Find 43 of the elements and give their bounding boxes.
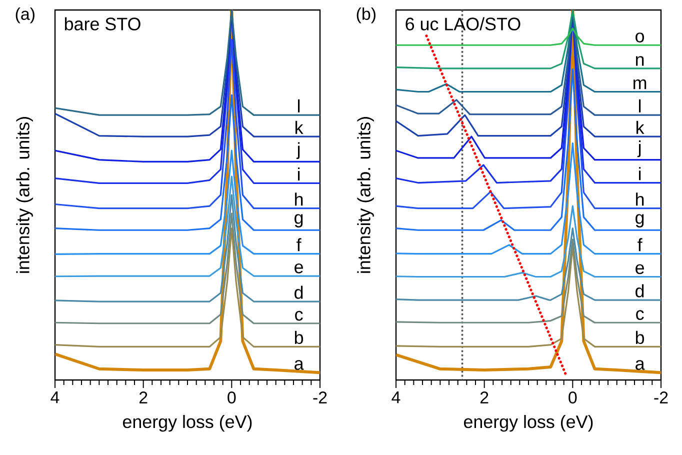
series-label: m	[634, 79, 646, 90]
series-label: c	[295, 310, 303, 321]
x-tick-label: 0	[568, 392, 577, 404]
x-tick-label: 0	[228, 392, 236, 404]
series-label: h	[295, 192, 303, 206]
series-label: i	[639, 167, 641, 180]
series-label: l	[298, 99, 300, 112]
x-axis-title: energy loss (eV)	[464, 414, 593, 432]
series-label: a	[636, 360, 645, 370]
x-tick-label: 4	[392, 392, 400, 404]
chart-title: (a)	[16, 8, 34, 24]
series-label: l	[639, 99, 641, 112]
x-tick-label: -2	[313, 392, 327, 404]
series-label: n	[636, 56, 644, 66]
series-label: h	[636, 192, 644, 206]
series-label: j	[637, 140, 641, 158]
y-axis-title: intensity (arb. units)	[16, 117, 33, 273]
y-axis-title: intensity (arb. units)	[357, 117, 374, 273]
series-label: i	[298, 167, 300, 180]
series-label: g	[636, 214, 644, 228]
annotation: 6 uc LAO/STO	[406, 17, 520, 30]
x-axis-title: energy loss (eV)	[122, 414, 252, 432]
series-label: e	[294, 264, 303, 274]
x-tick-label: 2	[480, 392, 488, 404]
series-label: d	[636, 284, 644, 298]
series-label: c	[636, 310, 644, 320]
series-label: o	[636, 32, 644, 42]
series-label: a	[294, 360, 304, 370]
x-tick-label: 4	[50, 392, 60, 404]
chart-title: (b)	[356, 8, 376, 24]
series-label: k	[296, 120, 304, 134]
series-label: j	[296, 142, 300, 160]
series-label: e	[636, 264, 644, 274]
series-label: b	[636, 330, 644, 344]
series-label: f	[296, 238, 302, 252]
x-tick-label: 2	[139, 392, 148, 404]
annotation: bare STO	[64, 17, 140, 30]
series-label: g	[294, 214, 303, 228]
series-label: k	[636, 120, 644, 134]
series-label: d	[294, 286, 303, 299]
series-label: b	[294, 330, 304, 344]
series-label: f	[638, 238, 642, 252]
x-tick-label: -2	[654, 392, 668, 404]
